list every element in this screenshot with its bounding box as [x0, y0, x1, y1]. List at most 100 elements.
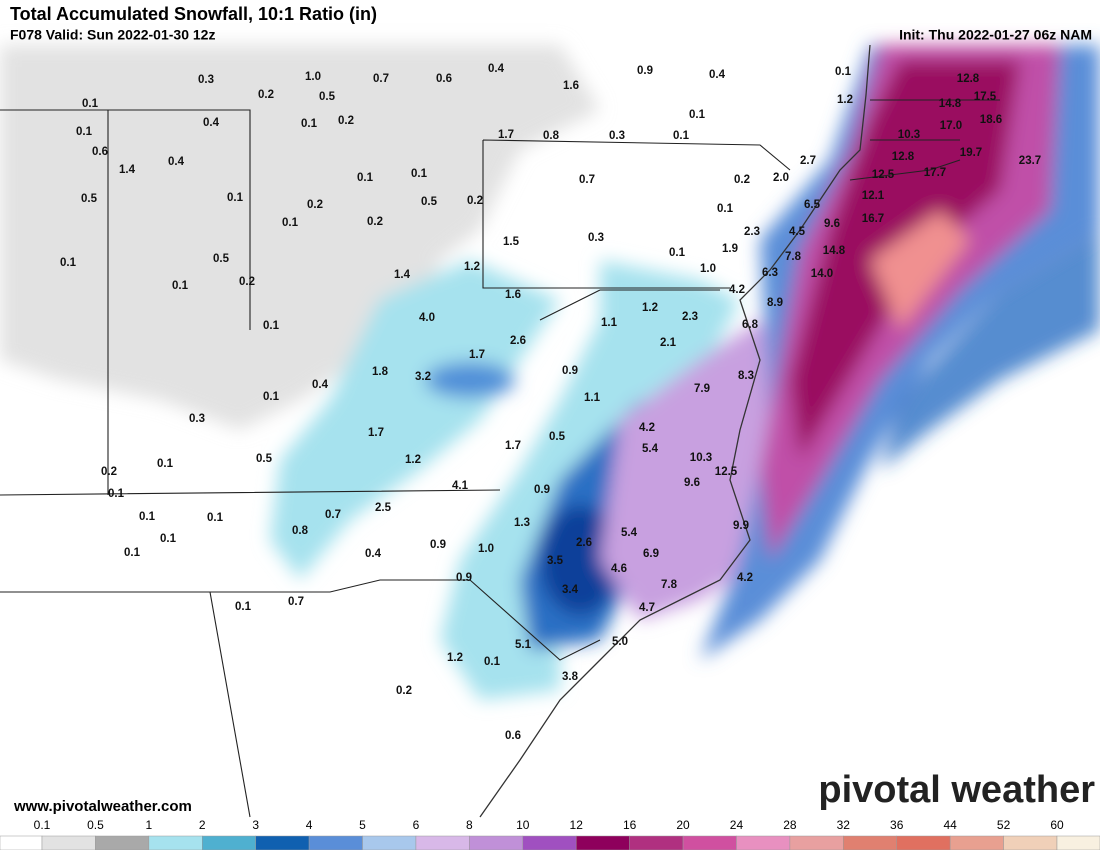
- snow-total-label: 0.1: [282, 217, 299, 229]
- snow-total-label: 0.6: [92, 146, 108, 158]
- snow-total-label: 4.2: [729, 284, 745, 296]
- snow-total-label: 0.1: [227, 192, 244, 204]
- snow-total-label: 5.1: [515, 639, 532, 651]
- snow-total-label: 0.1: [301, 118, 318, 130]
- colorbar-swatch: [1003, 835, 1058, 850]
- snow-total-label: 0.2: [367, 216, 383, 228]
- snow-total-label: 2.5: [375, 502, 392, 514]
- snow-total-label: 1.7: [498, 129, 514, 141]
- snow-total-label: 0.1: [263, 391, 280, 403]
- colorbar-label: 12: [570, 818, 584, 832]
- snow-total-label: 1.6: [505, 289, 521, 301]
- snow-total-label: 5.4: [642, 443, 659, 455]
- colorbar-label: 0.1: [34, 818, 51, 832]
- snow-total-label: 0.1: [82, 98, 99, 110]
- colorbar-swatch: [41, 835, 96, 850]
- snow-total-label: 0.1: [835, 66, 852, 78]
- colorbar-label: 3: [252, 818, 259, 832]
- snow-total-label: 5.4: [621, 527, 638, 539]
- snow-total-label: 1.8: [372, 366, 389, 378]
- snow-total-label: 1.2: [464, 261, 480, 273]
- snow-total-label: 0.9: [456, 572, 472, 584]
- snow-total-label: 23.7: [1019, 155, 1041, 167]
- snow-total-label: 10.3: [690, 452, 712, 464]
- snow-total-label: 2.3: [744, 226, 760, 238]
- snow-total-label: 2.3: [682, 311, 698, 323]
- snow-total-label: 1.4: [394, 269, 411, 281]
- snow-total-label: 12.8: [892, 151, 915, 163]
- snow-total-label: 0.1: [235, 601, 252, 613]
- colorbar-label: 36: [890, 818, 904, 832]
- snow-total-label: 12.5: [872, 169, 895, 181]
- snow-total-label: 14.8: [823, 245, 846, 257]
- snow-total-label: 1.1: [584, 392, 601, 404]
- snow-total-label: 0.8: [543, 130, 560, 142]
- snow-total-label: 0.2: [307, 199, 323, 211]
- snow-total-label: 0.2: [396, 685, 412, 697]
- snow-total-label: 4.2: [737, 572, 753, 584]
- colorbar-swatch: [415, 835, 470, 850]
- snow-total-label: 1.0: [305, 71, 321, 83]
- snow-total-label: 0.4: [168, 156, 185, 168]
- title: Total Accumulated Snowfall, 10:1 Ratio (…: [10, 4, 377, 24]
- snow-total-label: 0.9: [534, 484, 550, 496]
- snow-total-label: 0.5: [256, 453, 273, 465]
- snow-total-label: 1.7: [368, 427, 384, 439]
- snow-total-label: 1.1: [601, 317, 618, 329]
- colorbar-swatch: [0, 835, 43, 850]
- snow-total-label: 0.8: [292, 525, 309, 537]
- snow-total-label: 0.4: [365, 548, 382, 560]
- snow-total-label: 18.6: [980, 114, 1002, 126]
- colorbar-label: 20: [676, 818, 690, 832]
- snow-total-label: 0.1: [717, 203, 734, 215]
- colorbar-label: 16: [623, 818, 637, 832]
- snow-total-label: 12.8: [957, 73, 980, 85]
- colorbar-swatch: [202, 835, 256, 850]
- snow-total-label: 0.1: [357, 172, 374, 184]
- snow-total-label: 0.1: [172, 280, 189, 292]
- snow-total-label: 0.2: [101, 466, 117, 478]
- snow-total-label: 4.1: [452, 480, 469, 492]
- colorbar-swatch: [789, 835, 844, 850]
- colorbar-swatch: [575, 835, 630, 850]
- colorbar-swatch: [629, 835, 684, 850]
- colorbar-swatch: [736, 835, 791, 850]
- snow-total-label: 0.9: [430, 539, 446, 551]
- snow-total-label: 2.6: [510, 335, 526, 347]
- snow-total-label: 8.3: [738, 370, 754, 382]
- colorbar-label: 32: [837, 818, 851, 832]
- snow-total-label: 1.5: [503, 236, 520, 248]
- colorbar-swatch: [95, 835, 150, 850]
- snow-total-label: 1.2: [837, 94, 853, 106]
- snow-total-label: 0.4: [203, 117, 220, 129]
- snow-total-label: 7.8: [661, 579, 678, 591]
- snow-total-label: 9.6: [684, 477, 700, 489]
- snow-total-label: 0.5: [213, 253, 230, 265]
- colorbar-label: 4: [306, 818, 313, 832]
- snow-total-label: 6.9: [643, 548, 659, 560]
- snow-total-label: 0.1: [689, 109, 706, 121]
- colorbar-swatch: [1056, 835, 1100, 850]
- snow-total-label: 0.2: [258, 89, 274, 101]
- snow-total-label: 0.7: [325, 509, 341, 521]
- snow-total-label: 0.9: [562, 365, 578, 377]
- colorbar-label: 24: [730, 818, 744, 832]
- snow-total-label: 4.7: [639, 602, 655, 614]
- snow-total-label: 0.4: [312, 379, 329, 391]
- colorbar-label: 28: [783, 818, 797, 832]
- snow-total-label: 17.7: [924, 167, 946, 179]
- snow-total-label: 0.1: [207, 512, 224, 524]
- snow-total-label: 1.7: [505, 440, 521, 452]
- snow-total-label: 3.2: [415, 371, 431, 383]
- snow-total-label: 14.0: [811, 268, 833, 280]
- colorbar-swatch: [148, 835, 203, 850]
- snow-total-label: 5.0: [612, 636, 628, 648]
- colorbar-swatch: [362, 835, 417, 850]
- snow-total-label: 1.7: [469, 349, 485, 361]
- snow-total-label: 4.6: [611, 563, 627, 575]
- snow-total-label: 0.2: [239, 276, 255, 288]
- colorbar-label: 1: [145, 818, 152, 832]
- colorbar-swatch: [843, 835, 897, 850]
- snow-total-label: 0.3: [588, 232, 604, 244]
- boundaries: [0, 44, 1000, 818]
